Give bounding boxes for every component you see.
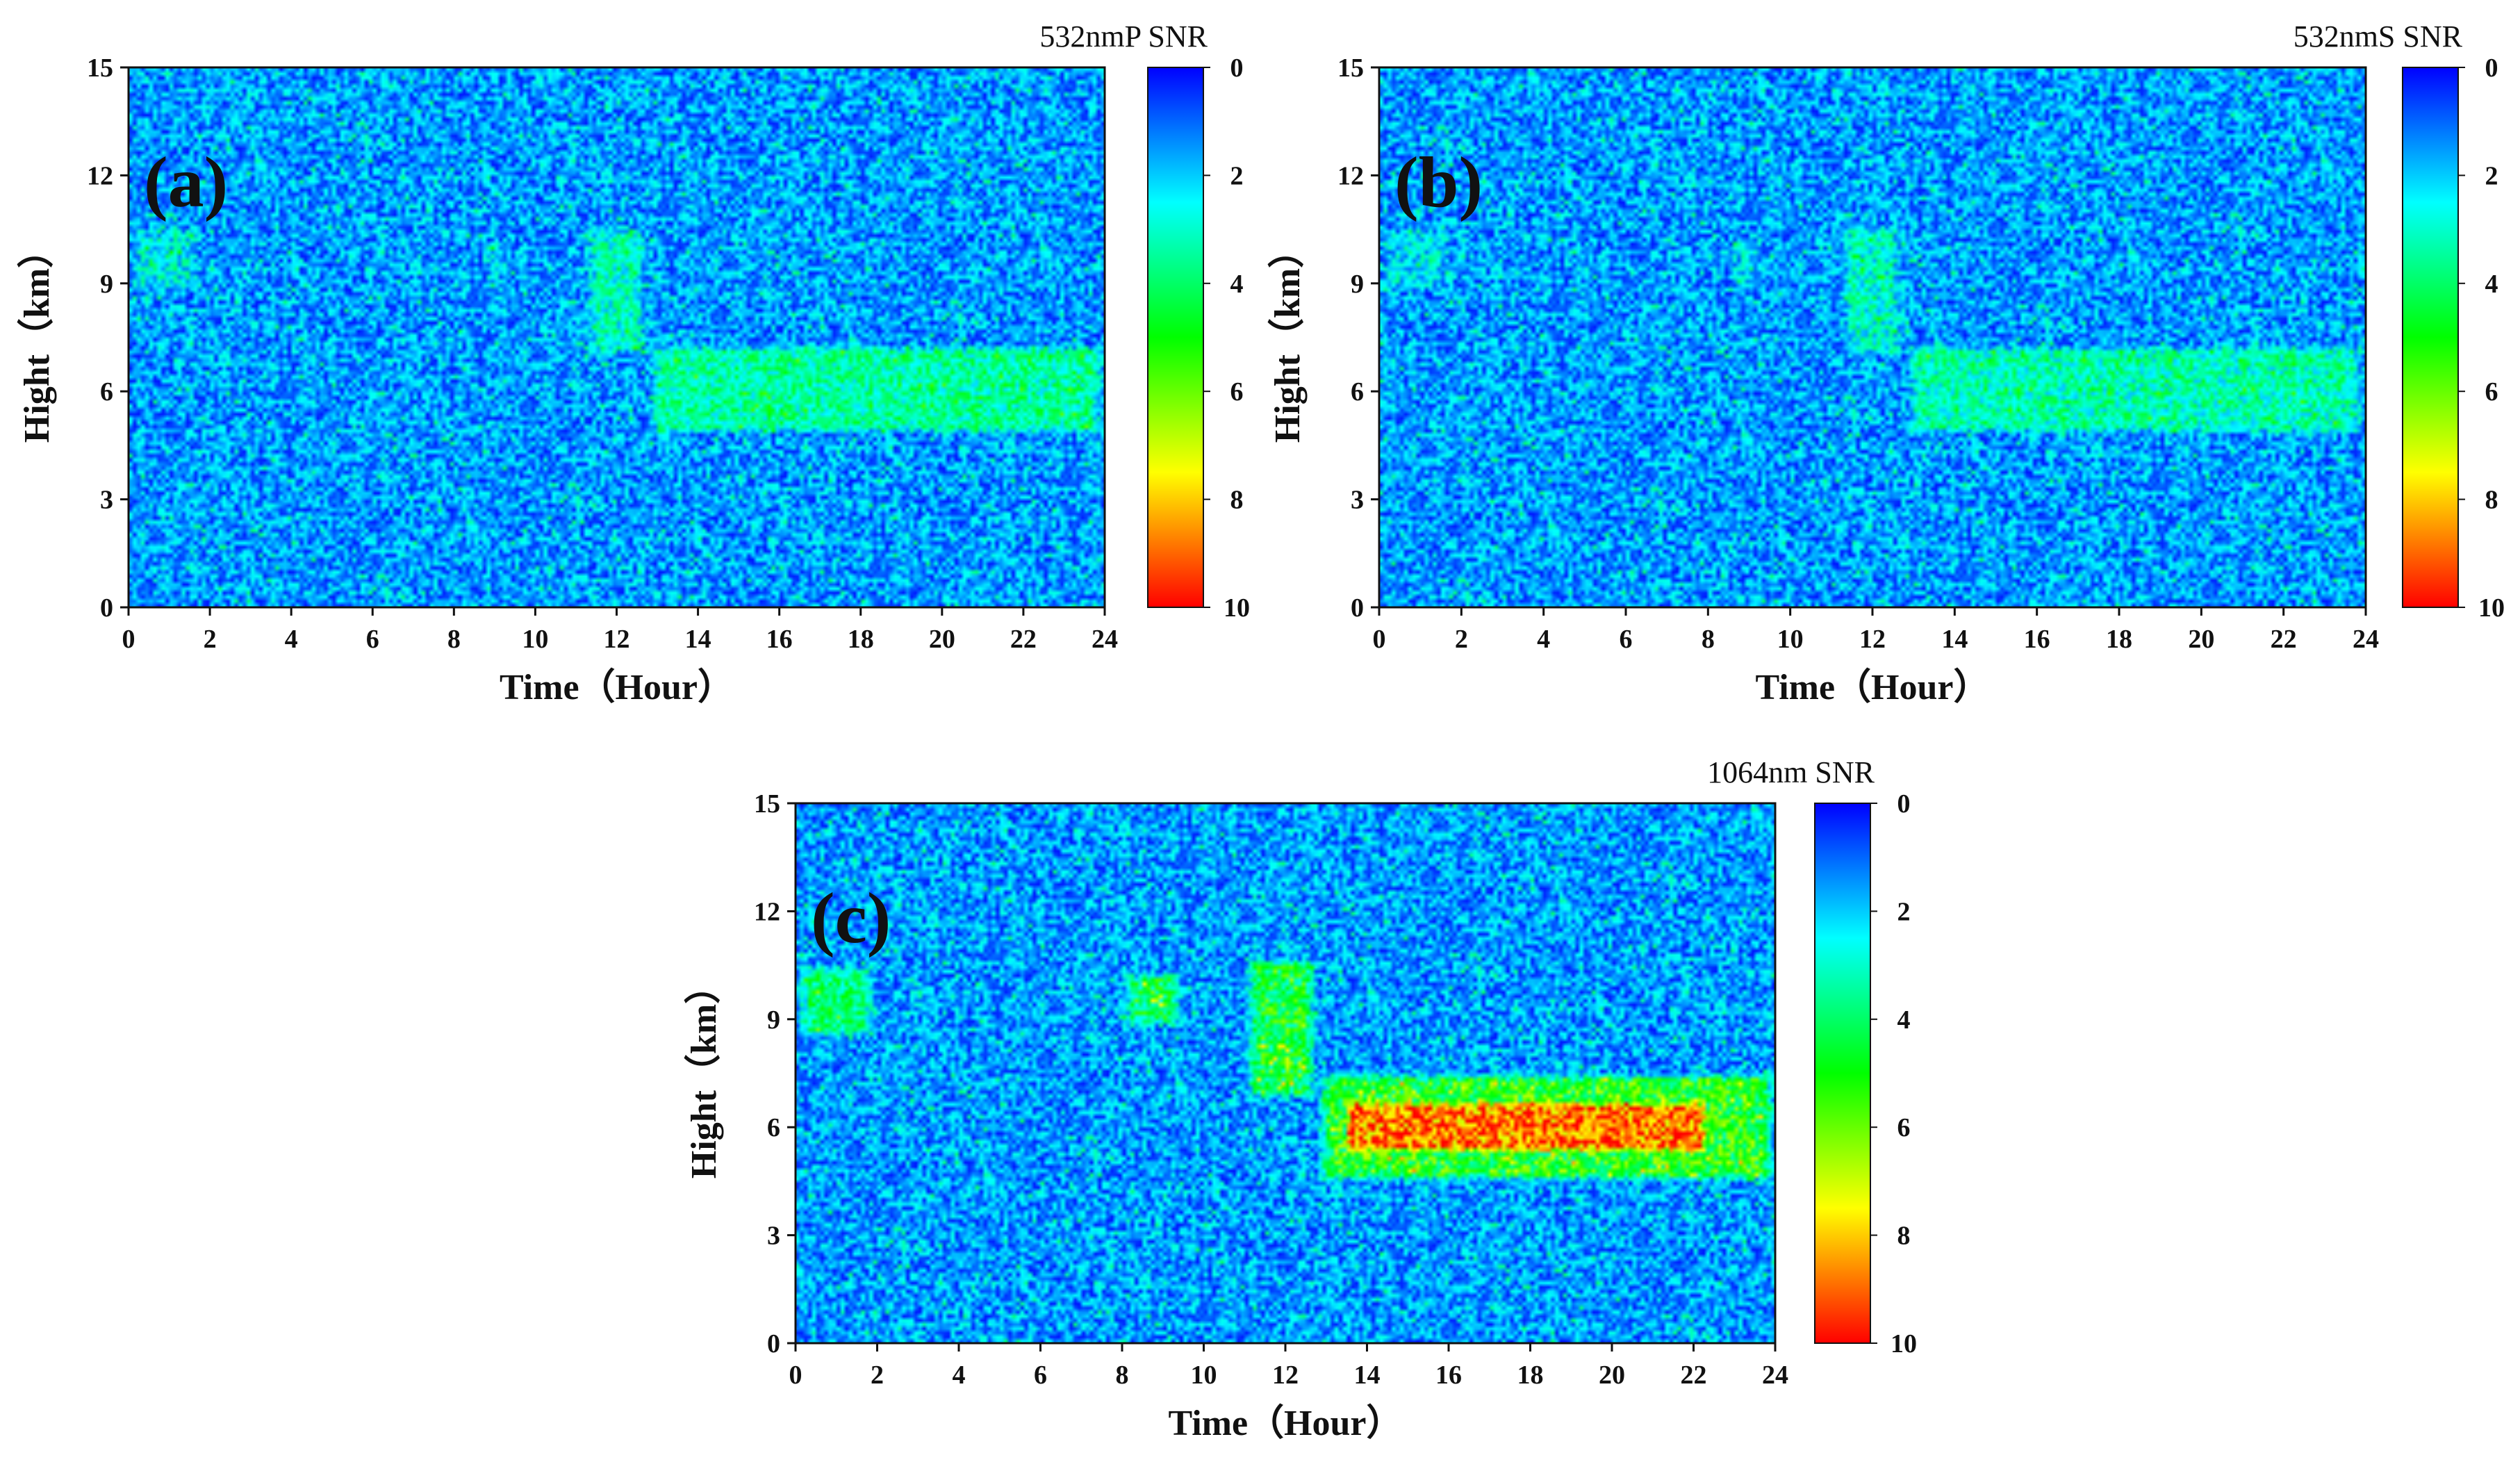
colorbar-tick-label: 2 xyxy=(1230,161,1244,190)
y-tick-label: 15 xyxy=(754,789,780,819)
x-tick-label: 20 xyxy=(929,625,955,654)
colorbar xyxy=(1147,67,1204,608)
colorbar-tick-label: 4 xyxy=(2485,270,2498,299)
y-tick-label: 15 xyxy=(87,54,113,83)
y-tick-label: 9 xyxy=(100,270,113,299)
y-tick-label: 9 xyxy=(1351,270,1364,299)
colorbar-tick-label: 8 xyxy=(1230,486,1244,515)
x-tick-label: 20 xyxy=(2188,625,2214,654)
y-tick-label: 12 xyxy=(1337,161,1364,190)
y-axis-label: Hight（km） xyxy=(17,232,57,443)
x-tick-label: 22 xyxy=(1681,1361,1707,1390)
y-tick-label: 6 xyxy=(100,377,113,406)
x-tick-label: 10 xyxy=(522,625,548,654)
x-tick-label: 14 xyxy=(685,625,711,654)
x-tick-label: 18 xyxy=(848,625,874,654)
chart-panel-1: 0 2 4 6 8 10 12 14 16 18 20 22 2403691215Time（Hour）H… xyxy=(17,19,1250,707)
colorbar-tick-label: 8 xyxy=(1897,1222,1911,1251)
x-tick-label: 22 xyxy=(1010,625,1037,654)
x-axis-label: Time（Hour） xyxy=(1755,667,1989,707)
x-axis-label: Time（Hour） xyxy=(500,667,734,707)
x-tick-label: 14 xyxy=(1354,1361,1381,1390)
colorbar-title: 532nmP SNR xyxy=(1039,19,1208,54)
panel-label: (b) xyxy=(1394,142,1483,222)
x-tick-label: 16 xyxy=(2024,625,2050,654)
chart-panel-2: 0 2 4 6 8 10 12 14 16 18 20 22 2403691215Time（Hour）H… xyxy=(1267,19,2505,707)
y-tick-label: 12 xyxy=(754,897,780,926)
y-tick-label: 0 xyxy=(100,593,113,623)
x-tick-label: 22 xyxy=(2271,625,2297,654)
x-tick-label: 6 xyxy=(1034,1361,1047,1390)
x-tick-label: 8 xyxy=(447,625,461,654)
x-axis-label: Time（Hour） xyxy=(1168,1403,1402,1443)
x-tick-label: 12 xyxy=(604,625,630,654)
x-tick-label: 10 xyxy=(1777,625,1804,654)
colorbar xyxy=(2402,67,2459,608)
colorbar-title: 1064nm SNR xyxy=(1707,755,1875,789)
colorbar-tick-label: 0 xyxy=(1897,789,1911,819)
colorbar xyxy=(1814,803,1871,1344)
panel-label: (a) xyxy=(144,142,228,222)
colorbar-tick-label: 10 xyxy=(1891,1329,1917,1358)
x-tick-label: 6 xyxy=(366,625,379,654)
colorbar-tick-label: 0 xyxy=(2485,54,2498,83)
y-tick-label: 0 xyxy=(1351,593,1364,623)
x-tick-label: 0 xyxy=(789,1361,802,1390)
x-tick-label: 4 xyxy=(1537,625,1550,654)
x-tick-label: 20 xyxy=(1599,1361,1625,1390)
x-tick-label: 6 xyxy=(1620,625,1633,654)
y-tick-label: 6 xyxy=(767,1113,780,1142)
x-tick-label: 24 xyxy=(1762,1361,1788,1390)
x-tick-label: 2 xyxy=(204,625,217,654)
x-tick-label: 24 xyxy=(2353,625,2379,654)
chart-panel-3: 0 2 4 6 8 10 12 14 16 18 20 22 2403691215Time（Hour）H… xyxy=(684,755,1917,1443)
x-tick-label: 16 xyxy=(766,625,793,654)
y-tick-label: 12 xyxy=(87,161,113,190)
x-tick-label: 0 xyxy=(122,625,135,654)
colorbar-tick-label: 2 xyxy=(1897,897,1911,926)
x-tick-label: 4 xyxy=(285,625,298,654)
x-tick-label: 18 xyxy=(2106,625,2132,654)
x-tick-label: 2 xyxy=(1455,625,1468,654)
colorbar-tick-label: 0 xyxy=(1230,54,1244,83)
x-tick-label: 24 xyxy=(1092,625,1118,654)
y-tick-label: 9 xyxy=(767,1005,780,1035)
heatmap-raster xyxy=(796,803,1775,1343)
colorbar-tick-label: 6 xyxy=(1897,1113,1911,1142)
x-tick-label: 8 xyxy=(1116,1361,1129,1390)
panel-label: (c) xyxy=(811,878,891,958)
y-tick-label: 3 xyxy=(767,1222,780,1251)
x-tick-label: 14 xyxy=(1941,625,1968,654)
colorbar-tick-label: 6 xyxy=(2485,377,2498,406)
colorbar-tick-label: 4 xyxy=(1897,1005,1911,1035)
y-tick-label: 0 xyxy=(767,1329,780,1358)
colorbar-tick-label: 4 xyxy=(1230,270,1244,299)
x-tick-label: 4 xyxy=(953,1361,966,1390)
colorbar-title: 532nmS SNR xyxy=(2293,19,2463,54)
x-tick-label: 18 xyxy=(1517,1361,1544,1390)
y-tick-label: 3 xyxy=(1351,486,1364,515)
y-tick-label: 6 xyxy=(1351,377,1364,406)
heatmap-raster xyxy=(129,67,1105,607)
x-tick-label: 12 xyxy=(1859,625,1886,654)
heatmap-raster xyxy=(1379,67,2366,607)
x-tick-label: 2 xyxy=(871,1361,884,1390)
y-axis-label: Hight（km） xyxy=(1267,232,1308,443)
colorbar-tick-label: 6 xyxy=(1230,377,1244,406)
colorbar-tick-label: 8 xyxy=(2485,486,2498,515)
x-tick-label: 16 xyxy=(1435,1361,1462,1390)
y-tick-label: 15 xyxy=(1337,54,1364,83)
y-axis-label: Hight（km） xyxy=(684,968,724,1178)
colorbar-tick-label: 10 xyxy=(1224,593,1250,623)
colorbar-tick-label: 2 xyxy=(2485,161,2498,190)
x-tick-label: 0 xyxy=(1373,625,1386,654)
y-tick-label: 3 xyxy=(100,486,113,515)
x-tick-label: 10 xyxy=(1191,1361,1217,1390)
x-tick-label: 8 xyxy=(1702,625,1715,654)
colorbar-tick-label: 10 xyxy=(2478,593,2505,623)
x-tick-label: 12 xyxy=(1272,1361,1299,1390)
